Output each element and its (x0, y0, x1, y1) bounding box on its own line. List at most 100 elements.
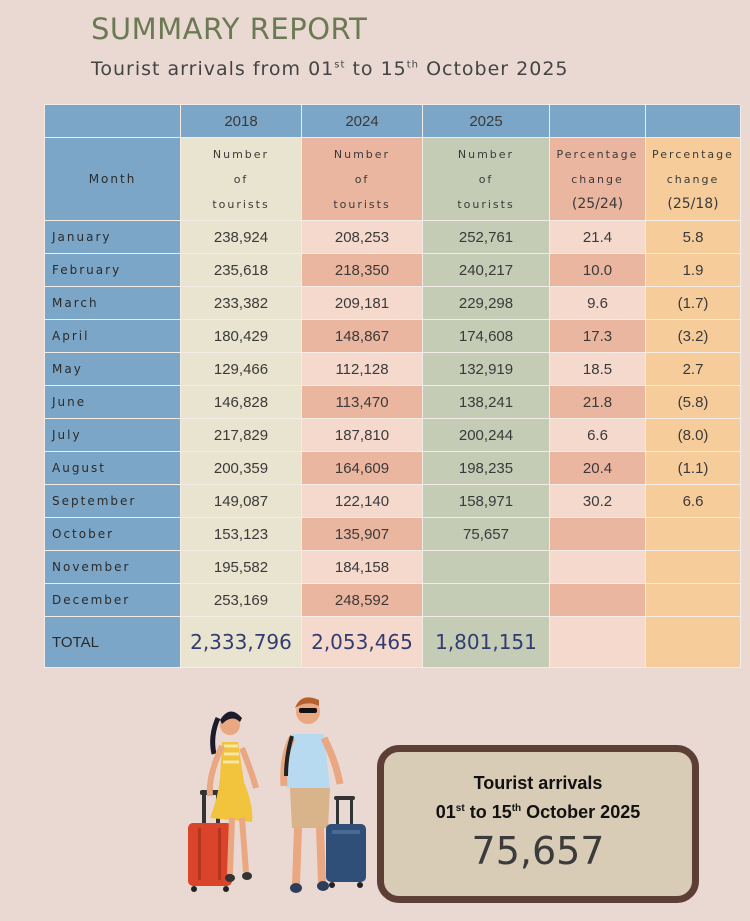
cell-pct-25-24: 10.0 (550, 254, 646, 287)
cell-2018: 238,924 (181, 221, 302, 254)
tourists-illustration (188, 697, 366, 893)
cell-2024: 112,128 (302, 353, 423, 386)
report-subtitle: Tourist arrivals from 01st to 15th Octob… (91, 58, 569, 80)
row-month-label: June (45, 386, 181, 419)
cell-2024: 187,810 (302, 419, 423, 452)
cell-2025: 132,919 (423, 353, 550, 386)
row-month-label: September (45, 485, 181, 518)
cell-pct-25-18 (646, 518, 741, 551)
cell-2024: 164,609 (302, 452, 423, 485)
cell-pct-25-18: (3.2) (646, 320, 741, 353)
cell-pct-25-18 (646, 584, 741, 617)
year-header-2025: 2025 (423, 105, 550, 138)
cell-pct-25-24 (550, 551, 646, 584)
cell-2025: 174,608 (423, 320, 550, 353)
cell-pct-25-18: 1.9 (646, 254, 741, 287)
cell-pct-25-24: 21.4 (550, 221, 646, 254)
report-title: SUMMARY REPORT (91, 12, 368, 46)
row-month-label: May (45, 353, 181, 386)
cell-2018: 200,359 (181, 452, 302, 485)
cell-2018: 233,382 (181, 287, 302, 320)
total-pct-25-18 (646, 617, 741, 668)
col-header-pct-25-24: Percentage change (25/24) (550, 138, 646, 221)
cell-pct-25-18: (5.8) (646, 386, 741, 419)
cell-pct-25-18: 5.8 (646, 221, 741, 254)
cell-2018: 180,429 (181, 320, 302, 353)
cell-pct-25-24: 6.6 (550, 419, 646, 452)
row-month-label: July (45, 419, 181, 452)
cell-2018: 129,466 (181, 353, 302, 386)
cell-pct-25-24 (550, 584, 646, 617)
total-pct-25-24 (550, 617, 646, 668)
row-month-label: December (45, 584, 181, 617)
cell-pct-25-24: 17.3 (550, 320, 646, 353)
cell-2025: 252,761 (423, 221, 550, 254)
cell-2018: 217,829 (181, 419, 302, 452)
row-month-label: January (45, 221, 181, 254)
cell-2018: 195,582 (181, 551, 302, 584)
cell-2025: 200,244 (423, 419, 550, 452)
cell-2025: 229,298 (423, 287, 550, 320)
cell-pct-25-18 (646, 551, 741, 584)
cell-pct-25-18: (1.1) (646, 452, 741, 485)
row-month-label: March (45, 287, 181, 320)
row-month-label: August (45, 452, 181, 485)
cell-2024: 122,140 (302, 485, 423, 518)
cell-2025: 158,971 (423, 485, 550, 518)
cell-2025: 75,657 (423, 518, 550, 551)
card-title: Tourist arrivals (473, 773, 603, 793)
cell-2025 (423, 551, 550, 584)
row-month-label: February (45, 254, 181, 287)
cell-pct-25-24 (550, 518, 646, 551)
year-header-2018: 2018 (181, 105, 302, 138)
cell-2018: 253,169 (181, 584, 302, 617)
cell-2024: 218,350 (302, 254, 423, 287)
col-header-2018: Number of tourists (181, 138, 302, 221)
cell-pct-25-18: 6.6 (646, 485, 741, 518)
cell-pct-25-18: (8.0) (646, 419, 741, 452)
year-header-blank (45, 105, 181, 138)
cell-pct-25-24: 18.5 (550, 353, 646, 386)
col-header-2024: Number of tourists (302, 138, 423, 221)
cell-2025: 198,235 (423, 452, 550, 485)
total-2018: 2,333,796 (181, 617, 302, 668)
cell-pct-25-24: 21.8 (550, 386, 646, 419)
cell-pct-25-18: (1.7) (646, 287, 741, 320)
year-header-2024: 2024 (302, 105, 423, 138)
cell-pct-25-24: 9.6 (550, 287, 646, 320)
cell-2025: 240,217 (423, 254, 550, 287)
year-header-blank (550, 105, 646, 138)
arrivals-highlight-card: Tourist arrivals 01st to 15th October 20… (377, 745, 699, 903)
cell-2024: 209,181 (302, 287, 423, 320)
row-month-label: April (45, 320, 181, 353)
card-arrivals-value: 75,657 (471, 829, 605, 873)
cell-2024: 184,158 (302, 551, 423, 584)
col-header-2025: Number of tourists (423, 138, 550, 221)
month-header: Month (45, 138, 181, 221)
blue-suitcase-icon (326, 796, 366, 888)
year-header-blank (646, 105, 741, 138)
cell-2018: 235,618 (181, 254, 302, 287)
cell-pct-25-18: 2.7 (646, 353, 741, 386)
tourist-arrivals-table: 2018 2024 2025 Month Number of tourists Nu… (44, 104, 741, 668)
col-header-pct-25-18: Percentage change (25/18) (646, 138, 741, 221)
row-month-label: November (45, 551, 181, 584)
cell-2024: 113,470 (302, 386, 423, 419)
cell-2025 (423, 584, 550, 617)
total-label: TOTAL (45, 617, 181, 668)
cell-2018: 153,123 (181, 518, 302, 551)
card-date-range: 01st to 15th October 2025 (435, 802, 641, 822)
man-figure-icon (280, 697, 344, 893)
cell-2024: 208,253 (302, 221, 423, 254)
cell-2024: 248,592 (302, 584, 423, 617)
cell-pct-25-24: 20.4 (550, 452, 646, 485)
total-2024: 2,053,465 (302, 617, 423, 668)
woman-figure-icon (206, 711, 259, 882)
cell-2024: 148,867 (302, 320, 423, 353)
cell-2024: 135,907 (302, 518, 423, 551)
cell-pct-25-24: 30.2 (550, 485, 646, 518)
cell-2025: 138,241 (423, 386, 550, 419)
total-2025: 1,801,151 (423, 617, 550, 668)
cell-2018: 146,828 (181, 386, 302, 419)
row-month-label: October (45, 518, 181, 551)
